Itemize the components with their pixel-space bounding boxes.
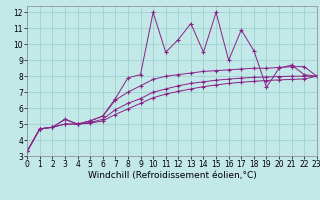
X-axis label: Windchill (Refroidissement éolien,°C): Windchill (Refroidissement éolien,°C) bbox=[88, 171, 256, 180]
